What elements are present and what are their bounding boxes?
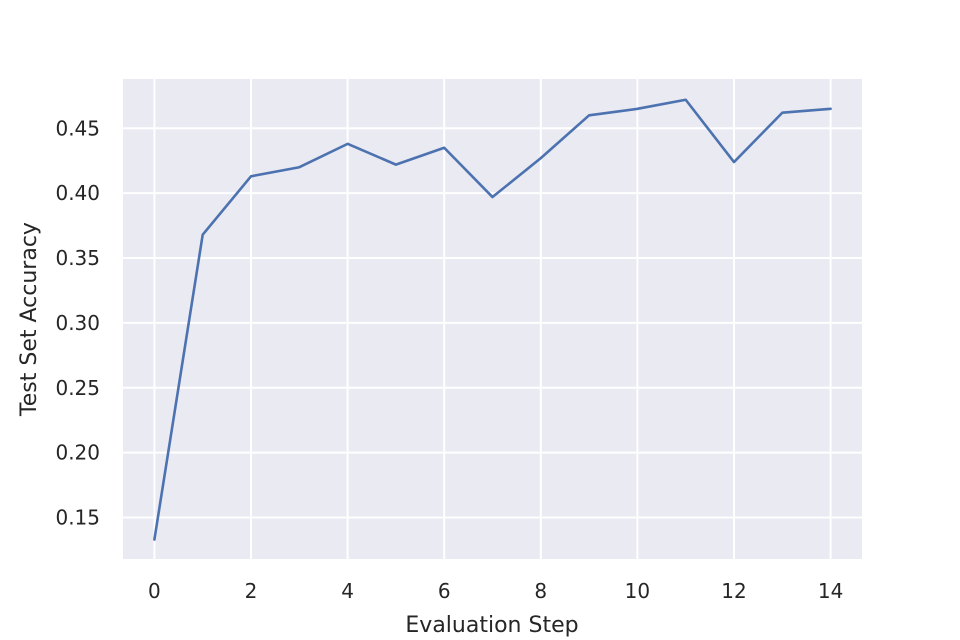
x-tick-label: 2	[245, 579, 258, 603]
y-tick-label: 0.25	[55, 376, 100, 400]
x-tick-label: 4	[341, 579, 354, 603]
y-gridlines	[123, 127, 862, 519]
series-layer	[153, 98, 832, 541]
y-tick-labels: 0.15 0.20 0.25 0.30 0.35 0.40 0.45	[55, 116, 100, 529]
y-axis-label: Test Set Accuracy	[17, 222, 42, 417]
y-tick-label: 0.40	[55, 181, 100, 205]
x-tick-label: 14	[818, 579, 843, 603]
x-tick-label: 0	[148, 579, 161, 603]
x-tick-label: 8	[534, 579, 547, 603]
x-tick-labels: 0 2 4 6 8 10 12 14	[148, 579, 843, 603]
y-tick-label: 0.30	[55, 311, 100, 335]
plot-background	[123, 79, 862, 559]
x-axis-label: Evaluation Step	[405, 613, 578, 638]
x-tick-label: 10	[625, 579, 650, 603]
x-tick-label: 12	[721, 579, 746, 603]
y-tick-label: 0.45	[55, 116, 100, 140]
y-tick-label: 0.15	[55, 505, 100, 529]
y-tick-label: 0.20	[55, 441, 100, 465]
x-tick-label: 6	[438, 579, 451, 603]
y-tick-label: 0.35	[55, 246, 100, 270]
